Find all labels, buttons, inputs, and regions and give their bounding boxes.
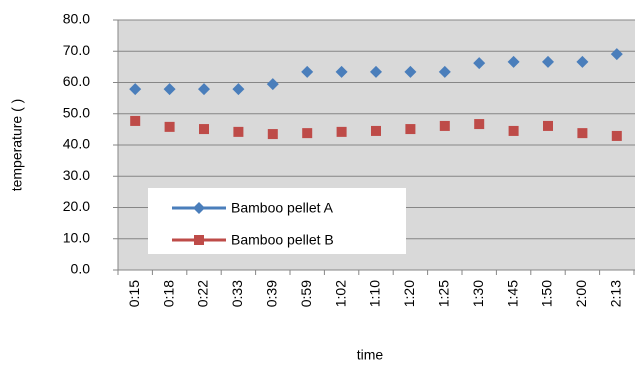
point	[199, 124, 209, 135]
x-tick-label: 1:30	[470, 280, 486, 307]
y-axis-title: temperature ( )	[9, 99, 25, 192]
point	[198, 83, 210, 96]
legend-marker	[194, 235, 204, 245]
y-tick-label: 40.0	[63, 136, 90, 152]
y-tick-label: 20.0	[63, 198, 90, 214]
x-tick-label: 1:10	[367, 280, 383, 307]
point	[542, 55, 554, 68]
x-tick-label: 1:02	[332, 280, 348, 307]
y-tick-label: 50.0	[63, 104, 90, 120]
legend: Bamboo pellet A Bamboo pellet B	[148, 188, 406, 254]
point	[370, 65, 382, 78]
x-tick-label: 1:25	[436, 280, 452, 307]
x-tick-label: 1:45	[504, 280, 520, 307]
x-tick-label: 0:22	[195, 280, 211, 307]
x-tick-label: 0:18	[160, 280, 176, 307]
y-tick-label: 80.0	[63, 11, 90, 27]
legend-box	[148, 188, 406, 254]
y-tick-label: 60.0	[63, 73, 90, 89]
point	[405, 124, 416, 135]
legend-label: Bamboo pellet B	[231, 232, 334, 248]
legend-label: Bamboo pellet A	[231, 200, 334, 216]
point	[232, 83, 245, 96]
x-tick-label: 1:50	[539, 280, 555, 307]
x-tick-label: 2:00	[573, 280, 589, 307]
point	[371, 125, 381, 136]
point	[129, 83, 142, 96]
point	[130, 115, 141, 126]
point	[610, 48, 623, 61]
point	[543, 120, 553, 131]
legend-marker	[193, 202, 205, 214]
point	[404, 65, 417, 78]
series-layer	[129, 48, 623, 141]
point	[335, 65, 348, 78]
point	[266, 78, 279, 91]
x-tick-label: 0:15	[126, 280, 142, 307]
point	[508, 125, 519, 136]
point	[302, 128, 313, 139]
point	[576, 55, 589, 68]
x-tick-label: 0:33	[229, 280, 245, 307]
point	[164, 121, 175, 132]
point	[439, 120, 450, 131]
point	[611, 130, 622, 141]
x-tick-label: 2:13	[608, 280, 624, 307]
x-tick-label: 1:20	[401, 280, 417, 307]
point	[474, 119, 485, 130]
point	[438, 65, 451, 78]
point	[336, 126, 347, 137]
y-tick-label: 30.0	[63, 167, 90, 183]
point	[267, 129, 278, 140]
point	[163, 83, 176, 96]
point	[577, 128, 588, 139]
x-tick-label: 0:39	[264, 280, 280, 307]
x-tick-label: 0:59	[298, 280, 314, 307]
point	[233, 126, 244, 137]
x-axis-title: time	[357, 347, 384, 363]
point	[301, 65, 314, 78]
point	[473, 57, 486, 70]
point	[507, 55, 520, 68]
y-tick-label: 10.0	[63, 229, 90, 245]
y-tick-label: 0.0	[71, 261, 91, 277]
y-tick-label: 70.0	[63, 42, 90, 58]
